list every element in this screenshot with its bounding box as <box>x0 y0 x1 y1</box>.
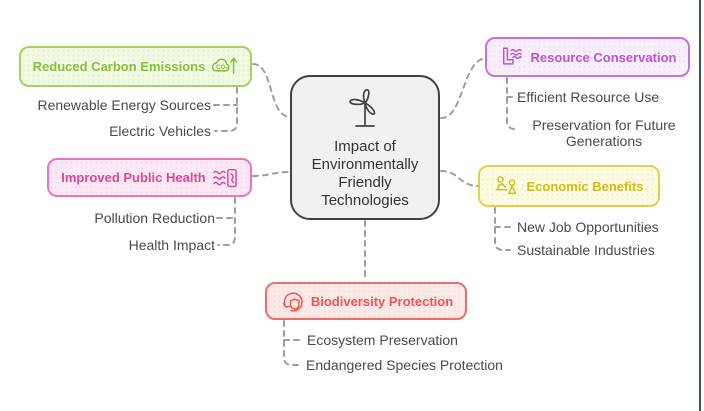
branch-economic-benefits: Economic Benefits <box>478 165 660 207</box>
connector-center-to-purple <box>440 57 487 119</box>
connector-pink-to-center <box>252 171 291 177</box>
co2-rise-icon: CO₂ <box>211 54 238 79</box>
connector-yellow-children <box>494 207 511 251</box>
connector-center-to-yellow <box>440 170 480 187</box>
branch-label: Economic Benefits <box>526 178 644 194</box>
branch-label: Biodiversity Protection <box>310 293 454 309</box>
shield-refresh-icon <box>279 289 305 314</box>
branch-label: Resource Conservation <box>530 49 677 65</box>
svg-text:CO₂: CO₂ <box>216 64 228 71</box>
right-edge-line <box>699 0 701 411</box>
subtopic-new-job-opportunities: New Job Opportunities <box>517 218 659 235</box>
subtopic-pollution-reduction: Pollution Reduction <box>94 209 215 226</box>
subtopic-ecosystem-preservation: Ecosystem Preservation <box>307 331 458 348</box>
branch-reduced-carbon-emissions: Reduced Carbon Emissions CO₂ <box>19 46 252 87</box>
connector-red-children <box>283 320 301 366</box>
subtopic-endangered-species-protection: Endangered Species Protection <box>306 356 503 373</box>
center-node: Impact of Environmentally Friendly Techn… <box>290 75 440 220</box>
connector-pink-children <box>217 197 236 246</box>
workforce-icon <box>494 174 520 198</box>
wind-turbine-icon <box>343 85 387 136</box>
water-conservation-icon <box>499 45 525 69</box>
subtopic-preservation-for-future-generations: Preservation for Future Generations <box>532 116 676 149</box>
branch-resource-conservation: Resource Conservation <box>485 37 690 77</box>
branch-improved-public-health: Improved Public Health <box>47 158 252 197</box>
subtopic-efficient-resource-use: Efficient Resource Use <box>517 88 660 105</box>
subtopic-electric-vehicles: Electric Vehicles <box>109 122 211 139</box>
branch-label: Reduced Carbon Emissions <box>32 59 206 74</box>
subtopic-renewable-energy-sources: Renewable Energy Sources <box>37 96 211 113</box>
connector-purple-children <box>506 77 516 130</box>
branch-biodiversity-protection: Biodiversity Protection <box>265 282 467 320</box>
subtopic-health-impact: Health Impact <box>128 236 215 253</box>
center-node-label: Impact of Environmentally Friendly Techn… <box>311 138 419 209</box>
branch-label: Improved Public Health <box>61 170 206 185</box>
connector-green-children <box>214 87 238 132</box>
subtopic-sustainable-industries: Sustainable Industries <box>517 241 655 258</box>
air-quality-icon <box>212 166 238 190</box>
connector-green-to-center <box>252 63 291 118</box>
